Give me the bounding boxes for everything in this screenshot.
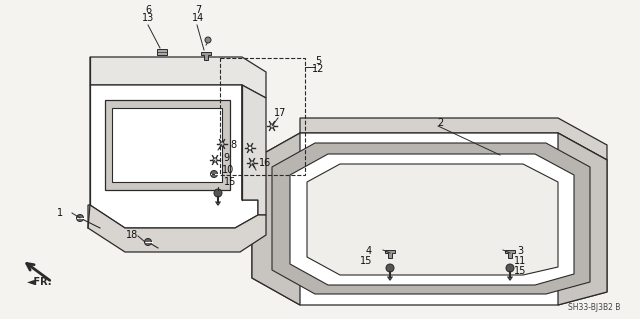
- Circle shape: [250, 161, 254, 165]
- Text: 18: 18: [126, 230, 138, 240]
- Circle shape: [220, 142, 224, 146]
- Text: ◄FR.: ◄FR.: [26, 277, 52, 287]
- Text: 5: 5: [315, 56, 321, 66]
- Text: 10: 10: [222, 165, 234, 175]
- Text: 2: 2: [437, 118, 443, 128]
- Circle shape: [205, 37, 211, 43]
- Text: 1: 1: [57, 208, 63, 218]
- Polygon shape: [88, 205, 266, 252]
- Text: 15: 15: [514, 266, 526, 276]
- Polygon shape: [290, 154, 574, 285]
- Circle shape: [506, 264, 514, 272]
- Text: 4: 4: [366, 246, 372, 256]
- Circle shape: [248, 146, 252, 150]
- Circle shape: [77, 214, 83, 221]
- Polygon shape: [90, 85, 258, 228]
- Circle shape: [211, 170, 218, 177]
- Text: 12: 12: [312, 64, 324, 74]
- Circle shape: [145, 239, 152, 246]
- Polygon shape: [252, 133, 607, 305]
- Text: 9: 9: [223, 153, 229, 163]
- Polygon shape: [242, 85, 266, 215]
- Polygon shape: [558, 133, 607, 305]
- Circle shape: [214, 189, 222, 197]
- Polygon shape: [112, 108, 222, 182]
- Circle shape: [386, 264, 394, 272]
- Polygon shape: [105, 100, 230, 190]
- Polygon shape: [385, 250, 395, 258]
- Polygon shape: [252, 133, 300, 305]
- Polygon shape: [505, 250, 515, 258]
- Text: 7: 7: [195, 5, 201, 15]
- Polygon shape: [272, 143, 590, 294]
- Text: 3: 3: [517, 246, 523, 256]
- Text: 11: 11: [514, 256, 526, 266]
- Text: SH33-BJ3B2 B: SH33-BJ3B2 B: [568, 303, 620, 312]
- Polygon shape: [157, 49, 167, 55]
- Text: 15: 15: [224, 177, 236, 187]
- Text: 15: 15: [360, 256, 372, 266]
- Text: 16: 16: [259, 158, 271, 168]
- Circle shape: [213, 158, 217, 162]
- Text: 13: 13: [142, 13, 154, 23]
- Polygon shape: [201, 52, 211, 60]
- Polygon shape: [300, 118, 607, 160]
- Text: 6: 6: [145, 5, 151, 15]
- Text: 17: 17: [274, 108, 286, 118]
- Circle shape: [270, 124, 274, 128]
- Text: 14: 14: [192, 13, 204, 23]
- Polygon shape: [307, 164, 558, 275]
- Polygon shape: [90, 57, 266, 98]
- Text: 8: 8: [230, 140, 236, 150]
